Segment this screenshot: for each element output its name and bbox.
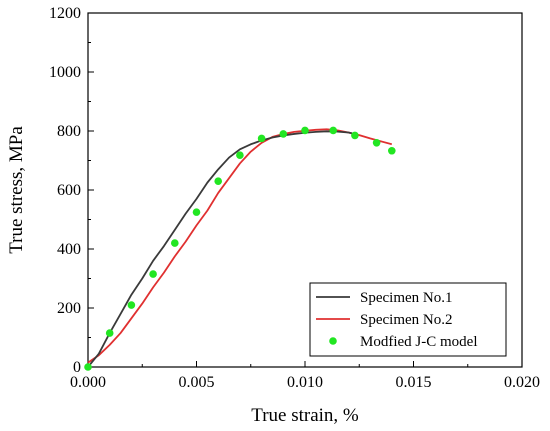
jc-model-point <box>236 151 244 159</box>
y-tick-label: 400 <box>57 241 81 258</box>
jc-model-point <box>84 363 92 371</box>
x-tick-label: 0.000 <box>70 374 106 391</box>
jc-model-point <box>127 301 136 309</box>
jc-model-point <box>388 146 396 155</box>
series-line-specimen-1 <box>87 130 356 368</box>
jc-model-point <box>105 329 114 337</box>
legend-label-jc-model: Modfied J-C model <box>360 334 478 350</box>
legend-swatch-jc-model <box>329 337 337 345</box>
series-layer <box>84 126 396 371</box>
legend: Specimen No.1 Specimen No.2 Modfied J-C … <box>309 282 507 357</box>
y-axis-title: True stress, MPa <box>6 126 27 254</box>
x-tick-label: 0.015 <box>396 374 432 391</box>
y-axis-ticks: 0 200 400 600 800 1000 1200 <box>49 5 94 376</box>
jc-model-point <box>192 208 201 216</box>
legend-label-specimen-2: Specimen No.2 <box>360 312 452 328</box>
jc-model-point <box>301 126 309 135</box>
jc-model-point <box>214 177 222 185</box>
x-axis-ticks: 0.000 0.005 0.010 0.015 0.020 <box>70 361 540 391</box>
y-tick-label: 800 <box>57 123 81 140</box>
jc-model-point <box>329 126 338 135</box>
x-tick-label: 0.020 <box>504 374 540 391</box>
y-tick-label: 1200 <box>49 5 81 22</box>
y-tick-label: 1000 <box>49 64 81 81</box>
y-tick-label: 600 <box>57 182 81 199</box>
x-tick-label: 0.005 <box>179 374 215 391</box>
legend-label-specimen-1: Specimen No.1 <box>360 290 452 306</box>
jc-model-point <box>279 130 288 138</box>
x-axis-title: True strain, % <box>251 405 359 426</box>
y-tick-label: 0 <box>73 359 81 376</box>
jc-model-point <box>149 270 157 278</box>
x-tick-label: 0.010 <box>287 374 323 391</box>
jc-model-point <box>257 134 266 143</box>
jc-model-point <box>351 131 359 140</box>
jc-model-point <box>372 139 381 147</box>
y-tick-label: 200 <box>57 300 81 317</box>
jc-model-point <box>171 239 179 247</box>
